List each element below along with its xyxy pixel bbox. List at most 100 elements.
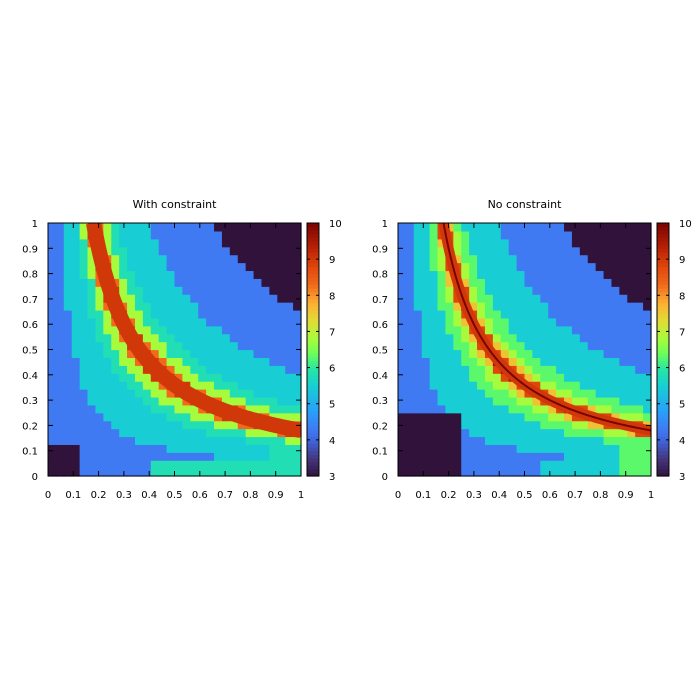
heatmap-cell — [437, 365, 447, 374]
heatmap-cell — [166, 262, 176, 272]
heatmap-cell — [174, 254, 184, 264]
heatmap-cell — [524, 436, 534, 445]
colorbar-segment — [307, 378, 319, 383]
colorbar-segment — [307, 349, 319, 354]
heatmap-cell — [437, 333, 447, 343]
heatmap-cell — [285, 357, 294, 366]
heatmap-cell — [413, 238, 423, 248]
heatmap-cell — [643, 286, 652, 295]
heatmap-cell — [571, 278, 581, 287]
colorbar-segment — [657, 251, 669, 257]
heatmap-cell — [571, 365, 581, 374]
colorbar-segment — [307, 392, 319, 398]
heatmap-cell — [277, 286, 286, 295]
heatmap-cell — [477, 317, 486, 327]
heatmap-cell — [484, 373, 494, 382]
heatmap-cell — [437, 302, 447, 311]
heatmap-cell — [261, 238, 270, 248]
heatmap-cell — [55, 349, 65, 359]
heatmap-cell — [221, 254, 231, 264]
heatmap-cell — [190, 333, 199, 343]
heatmap-cell — [79, 294, 89, 303]
heatmap-cell — [500, 341, 510, 351]
heatmap-cell — [198, 238, 207, 248]
heatmap-cell — [603, 341, 613, 351]
heatmap-cell — [261, 404, 270, 414]
heatmap-cell — [548, 349, 557, 359]
heatmap-cell — [142, 286, 152, 295]
x-tick-label: 0.8 — [592, 490, 608, 501]
x-tick-label: 0.4 — [491, 490, 507, 501]
heatmap-cell — [437, 341, 447, 351]
heatmap-cell — [405, 357, 415, 366]
heatmap-cell — [611, 436, 620, 445]
colorbar-segment — [657, 255, 669, 260]
heatmap-cell — [158, 302, 168, 311]
heatmap-cell — [55, 333, 65, 343]
heatmap-cell — [277, 309, 286, 319]
y-tick-label: 0 — [382, 472, 388, 483]
heatmap-cell — [111, 365, 120, 374]
heatmap-cell — [95, 365, 104, 374]
heatmap-cell — [158, 452, 168, 461]
colorbar-segment — [307, 403, 319, 408]
heatmap-cell — [587, 373, 597, 382]
heatmap-cell — [405, 412, 415, 422]
heatmap-cell — [469, 333, 478, 343]
heatmap-cell — [150, 412, 160, 422]
heatmap-cell — [221, 246, 231, 256]
heatmap-cell — [627, 389, 636, 398]
heatmap-cell — [492, 460, 502, 469]
heatmap-cell — [492, 428, 502, 438]
heatmap-cell — [174, 420, 184, 430]
heatmap-cell — [127, 428, 136, 438]
heatmap-cell — [461, 412, 470, 422]
heatmap-cell — [548, 246, 557, 256]
heatmap-cell — [269, 230, 278, 240]
heatmap-cell — [611, 254, 620, 264]
heatmap-cell — [564, 309, 573, 319]
heatmap-cell — [71, 428, 81, 438]
heatmap-cell — [500, 381, 510, 390]
heatmap-cell — [429, 341, 439, 351]
heatmap-cell — [245, 278, 255, 287]
colorbar-segment — [657, 291, 669, 296]
heatmap-cell — [587, 333, 597, 343]
heatmap-cell — [71, 325, 81, 335]
heatmap-cell — [48, 333, 57, 343]
colorbar-segment — [307, 280, 319, 286]
heatmap-cell — [556, 420, 565, 430]
heatmap-cell — [571, 452, 581, 461]
heatmap-cell — [421, 444, 431, 453]
heatmap-cell — [508, 341, 518, 351]
heatmap-cell — [253, 404, 263, 414]
heatmap-cell — [87, 333, 97, 343]
heatmap-cell — [413, 373, 423, 382]
heatmap-cell — [261, 349, 270, 359]
heatmap-cell — [253, 325, 263, 335]
heatmap-cell — [540, 444, 549, 453]
heatmap-cell — [556, 389, 565, 398]
heatmap-cell — [269, 452, 278, 461]
heatmap-cell — [190, 436, 199, 445]
heatmap-cell — [206, 302, 215, 311]
heatmap-cell — [516, 302, 526, 311]
heatmap-cell — [508, 349, 518, 359]
heatmap-cell — [484, 404, 494, 414]
heatmap-cell — [603, 238, 613, 248]
heatmap-cell — [484, 420, 494, 430]
heatmap-cell — [127, 230, 136, 240]
y-tick-label: 1 — [32, 219, 38, 230]
colorbar-segment — [307, 457, 319, 463]
heatmap-cell — [174, 294, 184, 303]
heatmap-cell — [445, 309, 454, 319]
heatmap-cell — [127, 357, 136, 366]
heatmap-cell — [643, 404, 652, 414]
heatmap-cell — [398, 381, 407, 390]
heatmap-cell — [63, 270, 73, 279]
heatmap-cell — [261, 389, 270, 398]
heatmap-cell — [421, 262, 431, 272]
heatmap-cell — [221, 278, 231, 287]
colorbar-segment — [657, 306, 669, 311]
heatmap-cell — [237, 349, 247, 359]
